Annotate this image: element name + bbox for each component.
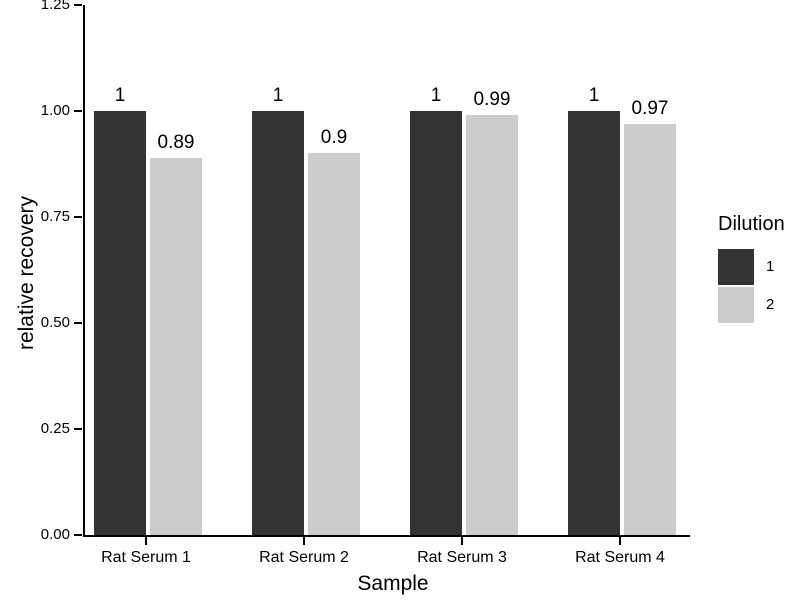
bar-value-label: 1 xyxy=(430,85,442,106)
bar-1-rat-serum-2 xyxy=(252,111,304,535)
x-tick-label: Rat Serum 2 xyxy=(259,549,349,566)
bar-value-label: 1 xyxy=(114,85,126,106)
legend-key-swatch xyxy=(718,249,754,285)
y-tick xyxy=(74,534,82,536)
legend-key-label: 1 xyxy=(766,258,775,275)
bar-value-label: 0.99 xyxy=(473,89,511,111)
x-tick xyxy=(619,537,621,545)
bar-1-rat-serum-3 xyxy=(410,111,462,535)
bar-value-label: 0.9 xyxy=(320,127,348,149)
plot-area: 1 0.89 1 0.9 1 0.99 1 0.97 xyxy=(83,5,690,537)
bar-2-rat-serum-1 xyxy=(150,157,202,535)
y-tick xyxy=(74,322,82,324)
bar-1-rat-serum-4 xyxy=(568,111,620,535)
bar-2-rat-serum-4 xyxy=(624,123,676,535)
legend-key-swatch xyxy=(718,287,754,323)
bar-value-label: 0.97 xyxy=(631,97,669,119)
bar-1-rat-serum-1 xyxy=(94,111,146,535)
y-tick xyxy=(74,216,82,218)
bar-2-rat-serum-3 xyxy=(466,115,518,535)
legend-key-label: 2 xyxy=(766,296,775,313)
legend-item: 2 xyxy=(718,287,800,324)
x-axis-title: Sample xyxy=(357,572,429,595)
y-tick xyxy=(74,110,82,112)
y-tick-label: 0.25 xyxy=(40,420,70,437)
x-tick-label: Rat Serum 3 xyxy=(417,549,507,566)
y-tick-label: 0.00 xyxy=(40,526,70,543)
bar-value-label: 1 xyxy=(588,85,600,106)
legend-item: 1 xyxy=(718,249,800,286)
bar-value-label: 1 xyxy=(272,85,284,106)
bar-2-rat-serum-2 xyxy=(308,153,360,535)
x-tick-label: Rat Serum 4 xyxy=(575,549,665,566)
y-tick xyxy=(74,428,82,430)
y-tick-label: 1.25 xyxy=(40,0,70,13)
y-tick-label: 0.50 xyxy=(40,314,70,331)
y-tick-label: 0.75 xyxy=(40,208,70,225)
y-tick-label: 1.00 xyxy=(40,102,70,119)
x-tick xyxy=(145,537,147,545)
x-tick xyxy=(303,537,305,545)
x-tick xyxy=(461,537,463,545)
y-tick xyxy=(74,4,82,6)
y-axis-title: relative recovery xyxy=(15,195,38,351)
legend-title: Dilution xyxy=(718,213,785,235)
x-tick-label: Rat Serum 1 xyxy=(101,549,191,566)
bar-value-label: 0.89 xyxy=(157,131,195,153)
